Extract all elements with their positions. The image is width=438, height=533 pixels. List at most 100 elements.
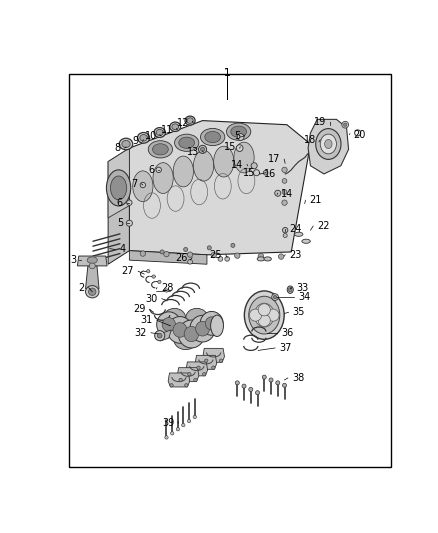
Circle shape	[283, 383, 286, 387]
Circle shape	[267, 309, 279, 321]
Ellipse shape	[178, 320, 205, 348]
Circle shape	[218, 256, 223, 261]
Circle shape	[170, 432, 174, 435]
Circle shape	[262, 375, 266, 379]
Ellipse shape	[175, 134, 199, 151]
Polygon shape	[108, 148, 129, 218]
Circle shape	[187, 419, 191, 423]
Circle shape	[242, 384, 246, 388]
Circle shape	[164, 252, 169, 257]
Circle shape	[147, 270, 150, 273]
Circle shape	[188, 260, 192, 264]
Text: 14: 14	[281, 189, 293, 199]
Text: 5: 5	[234, 131, 240, 141]
Circle shape	[254, 169, 260, 176]
Ellipse shape	[320, 134, 336, 154]
Polygon shape	[186, 362, 208, 376]
Text: 28: 28	[161, 282, 173, 293]
Text: 32: 32	[134, 328, 147, 338]
Text: 6: 6	[148, 165, 154, 175]
Circle shape	[282, 179, 287, 183]
Circle shape	[201, 147, 205, 151]
Circle shape	[193, 415, 197, 418]
Circle shape	[176, 427, 180, 431]
Circle shape	[187, 252, 193, 257]
Ellipse shape	[167, 317, 193, 343]
Text: 7: 7	[131, 179, 138, 189]
Circle shape	[283, 228, 288, 233]
Polygon shape	[308, 119, 349, 174]
Ellipse shape	[249, 296, 280, 334]
Circle shape	[225, 256, 230, 261]
Text: 37: 37	[279, 343, 291, 353]
Circle shape	[251, 163, 257, 169]
Circle shape	[140, 251, 145, 256]
Ellipse shape	[244, 291, 284, 340]
Text: 25: 25	[209, 250, 222, 260]
Ellipse shape	[185, 116, 195, 125]
Text: 39: 39	[162, 418, 175, 428]
Ellipse shape	[226, 123, 251, 140]
Circle shape	[157, 333, 162, 338]
Text: 17: 17	[268, 154, 280, 164]
Ellipse shape	[106, 170, 131, 206]
Circle shape	[279, 254, 284, 259]
Polygon shape	[168, 373, 190, 387]
Circle shape	[272, 294, 279, 301]
Ellipse shape	[302, 239, 310, 243]
Ellipse shape	[200, 311, 223, 335]
Circle shape	[212, 366, 215, 369]
Circle shape	[263, 171, 268, 175]
Ellipse shape	[184, 326, 199, 342]
Ellipse shape	[138, 133, 150, 143]
Circle shape	[156, 167, 162, 173]
Circle shape	[219, 359, 223, 362]
Polygon shape	[129, 120, 311, 255]
Ellipse shape	[110, 176, 127, 200]
Circle shape	[158, 280, 161, 284]
Ellipse shape	[88, 288, 96, 295]
Text: 31: 31	[141, 316, 153, 326]
Circle shape	[235, 381, 239, 385]
Ellipse shape	[148, 141, 173, 158]
Ellipse shape	[190, 316, 215, 342]
Text: 16: 16	[264, 169, 276, 179]
Ellipse shape	[211, 315, 223, 336]
Circle shape	[179, 378, 182, 382]
Text: 21: 21	[310, 195, 322, 205]
Ellipse shape	[87, 257, 97, 263]
Ellipse shape	[201, 128, 225, 146]
Polygon shape	[177, 368, 199, 382]
Text: 29: 29	[133, 304, 145, 314]
Ellipse shape	[254, 303, 274, 327]
Ellipse shape	[173, 322, 187, 337]
Circle shape	[152, 275, 155, 278]
Ellipse shape	[196, 321, 209, 336]
Ellipse shape	[154, 127, 166, 138]
Text: 2: 2	[78, 282, 85, 293]
Circle shape	[282, 167, 287, 173]
Text: 23: 23	[289, 250, 302, 260]
Circle shape	[255, 391, 260, 395]
Circle shape	[182, 423, 185, 427]
Circle shape	[140, 182, 145, 188]
Text: 10: 10	[145, 131, 157, 141]
Text: 1: 1	[224, 68, 230, 78]
Circle shape	[194, 378, 197, 382]
Circle shape	[202, 373, 206, 376]
Polygon shape	[195, 356, 217, 369]
Ellipse shape	[119, 138, 133, 150]
Circle shape	[170, 384, 173, 387]
Ellipse shape	[173, 156, 194, 187]
Ellipse shape	[289, 288, 292, 292]
Circle shape	[231, 244, 235, 247]
Ellipse shape	[153, 163, 173, 193]
Text: 11: 11	[161, 125, 173, 135]
Circle shape	[236, 145, 243, 151]
Text: 33: 33	[296, 282, 308, 293]
Circle shape	[185, 384, 188, 387]
Ellipse shape	[89, 263, 95, 269]
Text: 13: 13	[187, 147, 199, 157]
Circle shape	[275, 190, 281, 196]
Text: 30: 30	[145, 294, 158, 304]
